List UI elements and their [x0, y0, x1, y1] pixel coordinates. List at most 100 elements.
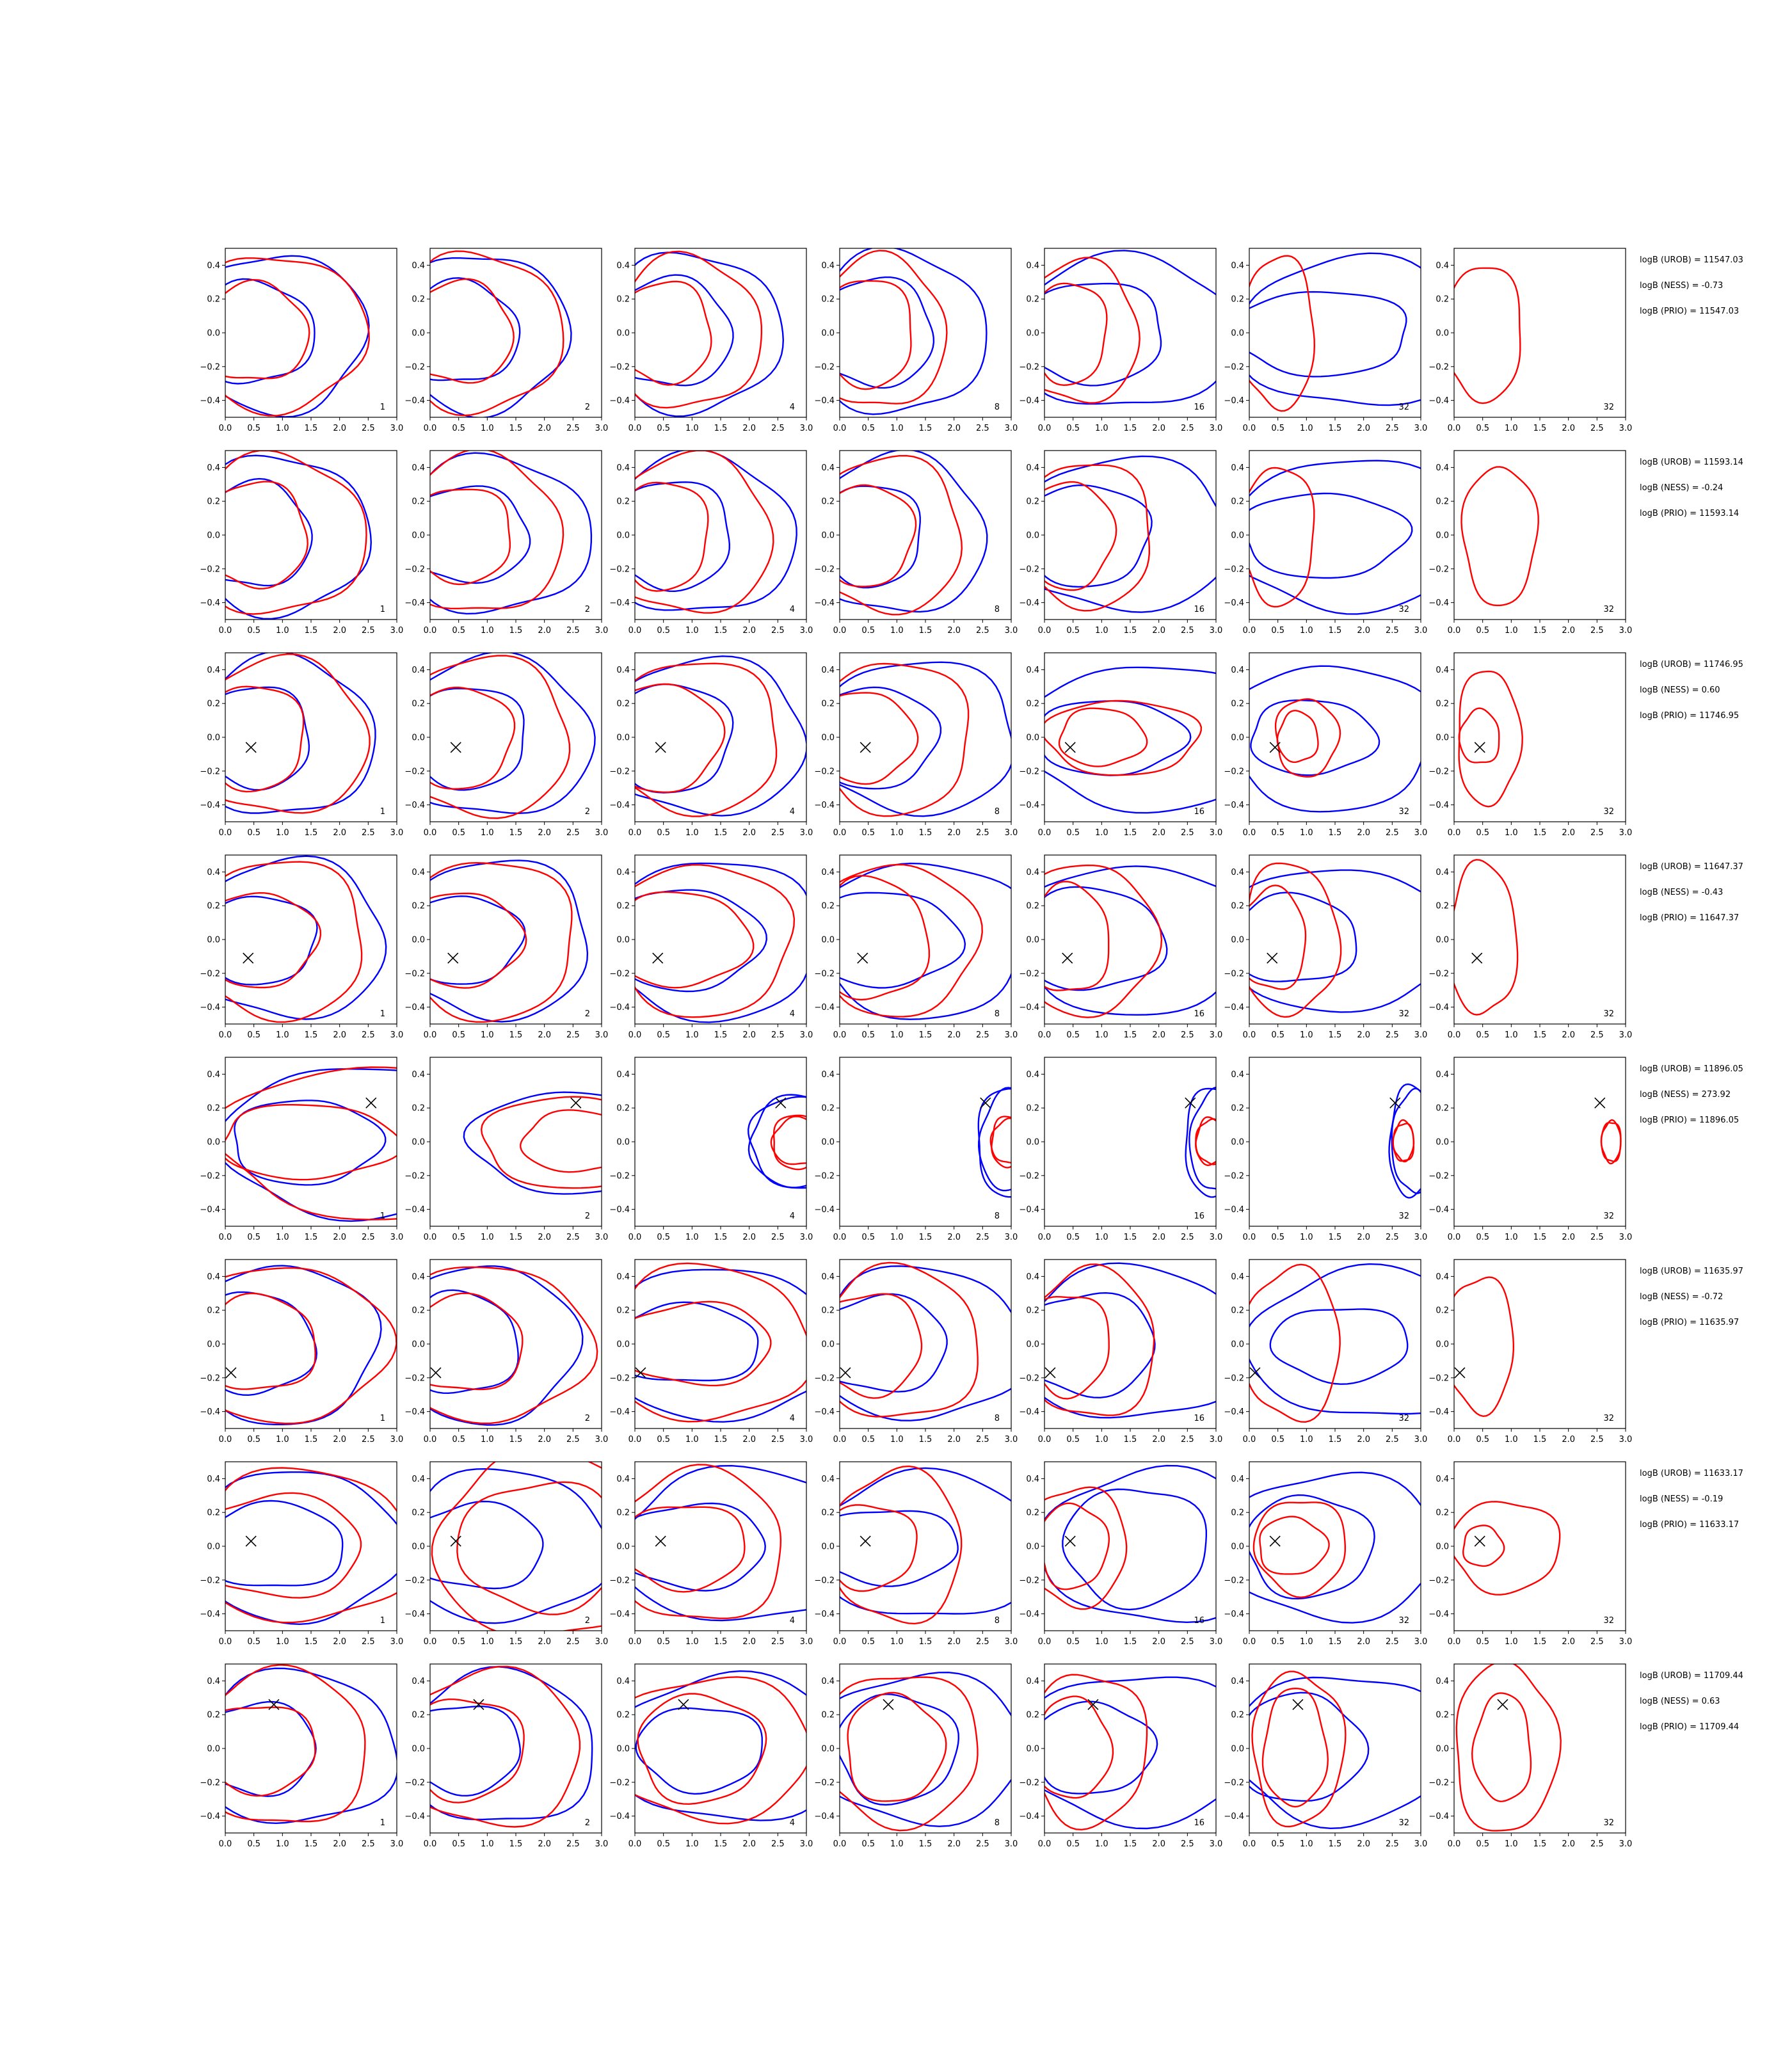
panel-number-label: 16 [1194, 1212, 1204, 1221]
axes-frame [1044, 450, 1217, 620]
contour-group [225, 451, 372, 620]
panel-r2-c5: 0.4 0.2 0.0 −0.2 −0.4 0.0 0.5 1.0 1.5 2.0 2.5 3.0 16 [1019, 450, 1222, 636]
panel-r7-c6: 0.4 0.2 0.0 −0.2 −0.4 0.0 0.5 1.0 1.5 2.0 2.5 3.0 32 [1224, 1461, 1427, 1647]
x-tick-label: 1.5 [1533, 424, 1547, 433]
blue-contour-line [430, 860, 589, 1023]
x-tick-label: 3.0 [595, 828, 609, 838]
y-tick-label: 0.4 [1026, 463, 1039, 473]
red-contour-line [430, 861, 573, 1023]
x-tick-label: 2.0 [333, 1839, 346, 1849]
y-tick-label: 0.0 [207, 1340, 220, 1350]
y-tick-label: −0.2 [200, 1373, 220, 1383]
y-tick-label: −0.2 [404, 969, 425, 979]
y-tick-label: 0.4 [616, 1677, 630, 1686]
panel-r1-c1: 0.4 0.2 0.0 −0.2 −0.4 0.0 0.5 1.0 1.5 2.0 2.5 3.0 1 [200, 248, 403, 433]
logB-annotation: logB (PRIO) = 11635.97 [1640, 1318, 1739, 1327]
panel-number-label: 4 [790, 1818, 795, 1828]
panel-number-label: 8 [995, 1212, 1000, 1221]
x-tick-label: 0.0 [424, 1233, 437, 1242]
panel-r5-c5: 0.4 0.2 0.0 −0.2 −0.4 0.0 0.5 1.0 1.5 2.0 2.5 3.0 16 [1019, 1057, 1222, 1242]
x-tick-label: 1.5 [1533, 626, 1547, 636]
panel-r7-c1: 0.4 0.2 0.0 −0.2 −0.4 0.0 0.5 1.0 1.5 2.0 2.5 3.0 1 [200, 1461, 403, 1647]
x-tick-label: 1.5 [1533, 1030, 1547, 1040]
y-tick-label: −0.4 [814, 1812, 835, 1821]
y-tick-label: −0.4 [814, 396, 835, 406]
panel-number-label: 8 [995, 1009, 1000, 1019]
x-tick-label: 1.0 [1095, 828, 1108, 838]
blue-contour-line [430, 1705, 522, 1797]
red-contour-line [1274, 698, 1341, 778]
x-tick-label: 0.5 [1066, 1839, 1080, 1849]
y-tick-label: −0.2 [200, 362, 220, 372]
panel-r1-c5: 0.4 0.2 0.0 −0.2 −0.4 0.0 0.5 1.0 1.5 2.0 2.5 3.0 16 [1019, 248, 1222, 433]
x-tick-label: 2.0 [1562, 1839, 1575, 1849]
red-contour-line [840, 1504, 918, 1592]
x-tick-label: 1.0 [1095, 424, 1108, 433]
y-tick-label: 0.4 [207, 1475, 220, 1484]
red-contour-line [840, 1261, 979, 1418]
y-tick-label: −0.4 [1019, 801, 1039, 810]
contour-group [225, 653, 376, 814]
x-tick-label: 0.5 [1271, 1637, 1284, 1647]
x-tick-label: 2.0 [947, 1839, 961, 1849]
x-tick-label: 2.0 [742, 424, 756, 433]
x-tick-label: 1.5 [1329, 626, 1342, 636]
red-contour-line [635, 1464, 782, 1619]
x-tick-label: 2.0 [538, 1435, 551, 1444]
y-tick-label: 0.4 [1026, 1677, 1039, 1686]
red-contour-line [1195, 1116, 1216, 1167]
blue-contour-line [1249, 869, 1421, 1013]
y-tick-label: 0.4 [1231, 1475, 1244, 1484]
true-value-marker [883, 1699, 894, 1710]
true-value-marker [1064, 1535, 1076, 1547]
y-tick-label: 0.0 [207, 329, 220, 339]
y-tick-label: −0.4 [1224, 1205, 1244, 1215]
red-contour-line [773, 1114, 806, 1171]
y-tick-label: −0.2 [1019, 969, 1039, 979]
panel-r6-c6: 0.4 0.2 0.0 −0.2 −0.4 0.0 0.5 1.0 1.5 2.0 2.5 3.0 32 [1224, 1259, 1428, 1444]
x-tick-label: 0.5 [1066, 1637, 1080, 1647]
red-contour-line [430, 488, 511, 586]
y-tick-label: 0.4 [1436, 1070, 1449, 1080]
panel-number-label: 4 [790, 1212, 795, 1221]
red-contour-line [430, 686, 516, 790]
x-tick-label: 2.0 [1562, 1030, 1575, 1040]
y-tick-label: 0.0 [1231, 1542, 1244, 1552]
true-value-marker [570, 1097, 582, 1108]
y-tick-label: 0.2 [1231, 295, 1244, 305]
x-tick-label: 2.5 [1386, 626, 1399, 636]
y-tick-label: −0.4 [1224, 1812, 1244, 1821]
y-tick-label: 0.0 [207, 1542, 220, 1552]
x-tick-label: 2.0 [1152, 1233, 1165, 1242]
plot-layer: 0.40.20.0−0.2−0.40.0 0.5 1.0 1.5 2.0 2.5 3.010… [200, 248, 1743, 1849]
x-tick-label: 3.0 [1210, 1435, 1223, 1444]
contour-group [1044, 250, 1216, 405]
x-tick-label: 3.0 [1005, 1233, 1018, 1242]
contour-group [635, 1670, 806, 1825]
x-tick-label: 2.0 [742, 1839, 756, 1849]
x-tick-label: 0.0 [1448, 1435, 1461, 1444]
panel-r4-c2: 0.4 0.2 0.0 −0.2 −0.4 0.0 0.5 1.0 1.5 2.0 2.5 3.0 2 [404, 854, 608, 1040]
true-value-marker [1044, 1367, 1056, 1379]
red-contour-line [1454, 1276, 1514, 1418]
y-tick-label: −0.4 [404, 1610, 425, 1619]
x-tick-label: 1.0 [1095, 1030, 1108, 1040]
x-tick-label: 3.0 [1005, 828, 1018, 838]
y-tick-label: −0.4 [404, 1407, 425, 1417]
y-tick-label: 0.4 [1436, 1677, 1449, 1686]
x-tick-label: 2.5 [566, 1233, 580, 1242]
red-contour-line [1276, 710, 1319, 764]
x-tick-label: 0.5 [1271, 1233, 1284, 1242]
y-tick-label: 0.2 [821, 1306, 835, 1316]
x-tick-label: 3.0 [595, 1637, 609, 1647]
red-contour-line [225, 1467, 397, 1624]
panel-r2-c6: 0.4 0.2 0.0 −0.2 −0.4 0.0 0.5 1.0 1.5 2.0 2.5 3.0 32 [1224, 450, 1427, 636]
blue-contour-line [430, 1265, 584, 1426]
y-tick-label: 0.2 [1231, 1306, 1244, 1316]
x-tick-label: 3.0 [1414, 1435, 1428, 1444]
y-tick-label: 0.0 [1026, 329, 1039, 339]
true-value-marker [1594, 1097, 1606, 1108]
panel-r7-c5: 0.4 0.2 0.0 −0.2 −0.4 0.0 0.5 1.0 1.5 2.0 2.5 3.0 16 [1019, 1461, 1222, 1647]
x-tick-label: 0.0 [628, 1030, 642, 1040]
panel-number-label: 32 [1398, 1414, 1409, 1423]
